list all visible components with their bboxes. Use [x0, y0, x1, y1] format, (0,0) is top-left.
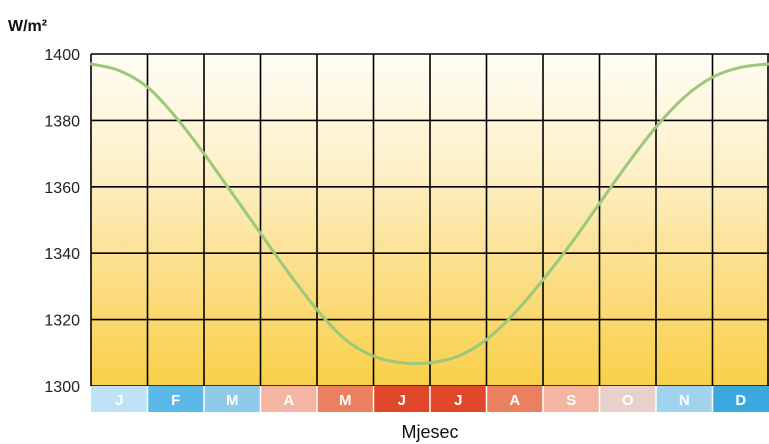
y-tick-label: 1400	[44, 47, 80, 64]
grid	[90, 53, 769, 387]
month-cell	[712, 386, 769, 412]
month-label: M	[339, 392, 352, 409]
y-axis-unit: W/m²	[8, 18, 47, 35]
month-cell	[656, 386, 713, 412]
month-cell	[317, 386, 374, 412]
month-label: J	[398, 392, 406, 409]
series-layer	[89, 62, 769, 366]
month-label: N	[679, 392, 690, 409]
month-label: S	[566, 392, 576, 409]
month-cell	[147, 386, 204, 412]
month-cell	[599, 386, 656, 412]
month-label: F	[171, 392, 180, 409]
y-tick-label: 1320	[44, 313, 80, 330]
month-label: A	[509, 392, 520, 409]
month-label: D	[735, 392, 746, 409]
y-tick-label: 1380	[44, 113, 80, 130]
month-label: A	[283, 392, 294, 409]
month-cell	[204, 386, 261, 412]
month-cell	[543, 386, 600, 412]
month-cell	[486, 386, 543, 412]
series-line	[89, 62, 769, 366]
month-label: M	[226, 392, 239, 409]
month-cell	[91, 386, 148, 412]
x-axis-title: Mjesec	[401, 422, 458, 442]
y-tick-label: 1340	[44, 246, 80, 263]
month-label: J	[115, 392, 123, 409]
y-tick-label: 1360	[44, 180, 80, 197]
y-axis: 1300 1320 1340 1360 1380 1400	[44, 47, 80, 396]
month-cell	[260, 386, 317, 412]
month-cell	[430, 386, 487, 412]
month-label: J	[454, 392, 462, 409]
y-tick-label: 1300	[44, 379, 80, 396]
month-label: O	[622, 392, 634, 409]
month-cell	[373, 386, 430, 412]
